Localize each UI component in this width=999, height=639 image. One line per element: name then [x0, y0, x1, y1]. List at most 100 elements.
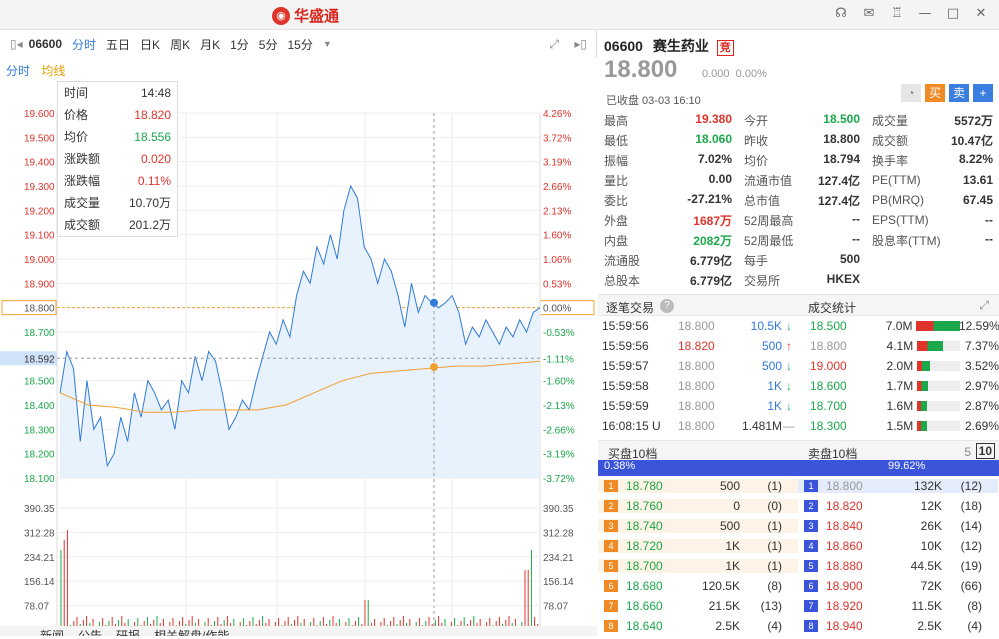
- period-tab[interactable]: 15分: [287, 37, 313, 52]
- quote-cell: 成交额 10.47亿: [866, 132, 999, 149]
- pct-tick: 0.53%: [543, 279, 571, 290]
- bid-level[interactable]: 8 18.640 2.5K (4): [598, 619, 798, 633]
- ask-level[interactable]: 3 18.840 26K (14): [798, 519, 998, 533]
- ask-level[interactable]: 6 18.900 72K (66): [798, 579, 998, 593]
- quote-cell: 成交量 5572万: [866, 112, 999, 129]
- ask-level[interactable]: 8 18.940 2.5K (4): [798, 619, 998, 633]
- help-icon[interactable]: ?: [660, 299, 674, 313]
- period-tab[interactable]: 日K: [140, 37, 161, 52]
- period-tab[interactable]: 5分: [258, 37, 278, 52]
- depth-10-button[interactable]: 10: [975, 443, 995, 459]
- trade-volume: 1K: [767, 399, 782, 413]
- quote-row: 委比 -27.21% 总市值 127.4亿 PB(MRQ) 67.45: [598, 190, 999, 210]
- bid-level[interactable]: 4 18.720 1K (1): [598, 539, 798, 553]
- bottom-tab[interactable]: 研报: [116, 629, 141, 636]
- book-row: 1 18.780 500 (1) 1 18.800 132K (12): [598, 476, 999, 496]
- quote-row: 内盘 2082万 52周最低 -- 股息率(TTM) --: [598, 230, 999, 250]
- buy-button[interactable]: 买: [925, 84, 945, 102]
- stat-bar: [917, 401, 961, 411]
- expand-right-icon[interactable]: ▸▯: [574, 37, 587, 51]
- pct-tick: -3.19%: [543, 450, 575, 461]
- trade-volume: 1K: [767, 379, 782, 393]
- bid-level-index: 2: [604, 500, 618, 512]
- period-tab[interactable]: 周K: [170, 37, 191, 52]
- period-tab[interactable]: 1分: [230, 37, 249, 52]
- period-tab[interactable]: 月K: [200, 37, 221, 52]
- quote-cell: 内盘 2082万: [598, 232, 738, 249]
- ask-orders: (8): [967, 599, 982, 613]
- quote-value: 8.22%: [958, 151, 993, 166]
- expand-icon[interactable]: ⤢: [979, 298, 989, 312]
- chart-svg[interactable]: 19.600 19.500 19.400 19.300 19.200 19.100 19.0…: [0, 58, 597, 639]
- price-tick: 18.200: [24, 450, 55, 461]
- sell-button[interactable]: 卖: [949, 84, 969, 102]
- ask-level[interactable]: 2 18.820 12K (18): [798, 499, 998, 513]
- quote-cell: 最高 19.380: [598, 112, 738, 129]
- bid-level[interactable]: 6 18.680 120.5K (8): [598, 579, 798, 593]
- mode-tab-timeshare[interactable]: 分时: [6, 64, 31, 78]
- ask-orders: (19): [960, 559, 982, 573]
- trade-time: 15:59:57: [602, 359, 649, 373]
- vol-tick: 78.07: [24, 602, 49, 613]
- quote-cell: 流通股 6.779亿: [598, 252, 738, 269]
- stats-title: 成交统计: [808, 301, 857, 315]
- pct-tick: 3.19%: [543, 158, 571, 169]
- headset-icon[interactable]: ☊: [835, 6, 847, 21]
- ask-level-index: 6: [804, 580, 818, 592]
- stat-price: 18.700: [810, 399, 847, 413]
- stat-volume: 2.0M: [886, 359, 914, 373]
- collapse-icon[interactable]: ▯◂: [10, 37, 23, 51]
- minimize-icon[interactable]: —: [918, 6, 932, 21]
- shirt-icon[interactable]: ♖: [891, 6, 903, 21]
- chevron-down-icon[interactable]: ▼: [322, 39, 332, 49]
- bottom-tab[interactable]: 相关解盘/作能: [154, 629, 230, 636]
- fullscreen-icon[interactable]: ⤢: [549, 36, 559, 51]
- depth-5-button[interactable]: 5: [964, 445, 971, 459]
- quote-label: EPS(TTM): [872, 213, 929, 227]
- stat-volume: 1.5M: [886, 419, 914, 433]
- ask-volume: 132K: [913, 479, 942, 493]
- bottom-tab[interactable]: 公告: [78, 629, 103, 636]
- quote-value: HKEX: [826, 271, 860, 286]
- stat-bar-fill: [916, 321, 961, 331]
- alert-icon[interactable]: ◔: [901, 84, 921, 102]
- trade-time: 15:59:56: [602, 339, 649, 353]
- ask-level[interactable]: 4 18.860 10K (12): [798, 539, 998, 553]
- stat-bar: [917, 341, 961, 351]
- trade-volume: 500: [761, 339, 782, 353]
- maximize-icon[interactable]: □: [946, 6, 960, 21]
- bottom-tab[interactable]: 新闻: [40, 629, 65, 636]
- stock-header: 06600 赛生药业 竞: [604, 36, 734, 56]
- ask-level[interactable]: 1 18.800 132K (12): [798, 479, 998, 493]
- bid-price: 18.660: [626, 599, 663, 613]
- mail-icon[interactable]: ✉: [863, 6, 875, 21]
- bid-level[interactable]: 3 18.740 500 (1): [598, 519, 798, 533]
- bid-level[interactable]: 7 18.660 21.5K (13): [598, 599, 798, 613]
- add-watchlist-icon[interactable]: +: [973, 84, 993, 102]
- intraday-chart[interactable]: 19.600 19.500 19.400 19.300 19.200 19.100 19.0…: [0, 58, 597, 639]
- period-tab[interactable]: 五日: [106, 37, 131, 52]
- quote-cell: 52周最低 --: [738, 232, 866, 249]
- bid-level[interactable]: 5 18.700 1K (1): [598, 559, 798, 573]
- stat-pct: 7.37%: [964, 339, 999, 353]
- vol-tick-right: 234.21: [543, 553, 574, 564]
- quote-row: 量比 0.00 流通市值 127.4亿 PE(TTM) 13.61: [598, 170, 999, 190]
- stat-row: 18.600 1.7M 2.97%: [806, 376, 999, 396]
- quote-value: 2082万: [693, 233, 732, 248]
- ask-level[interactable]: 7 18.920 11.5K (8): [798, 599, 998, 613]
- bid-level[interactable]: 1 18.780 500 (1): [598, 479, 798, 493]
- title-bar: ◉ 华盛通 ☊ ✉ ♖ — □ ✕: [0, 0, 999, 30]
- bid-level[interactable]: 2 18.760 0 (0): [598, 499, 798, 513]
- bid-level-index: 4: [604, 540, 618, 552]
- stat-price: 18.500: [810, 319, 847, 333]
- period-tab[interactable]: 分时: [72, 37, 97, 52]
- quote-label: 振幅: [604, 153, 629, 168]
- close-icon[interactable]: ✕: [975, 6, 987, 21]
- quote-cell: PE(TTM) 13.61: [866, 173, 999, 187]
- stat-row: 19.000 2.0M 3.52%: [806, 356, 999, 376]
- pct-tick: 2.66%: [543, 182, 571, 193]
- quote-label: 换手率: [872, 153, 909, 168]
- trade-time: 15:59:58: [602, 379, 649, 393]
- ask-level[interactable]: 5 18.880 44.5K (19): [798, 559, 998, 573]
- mode-tab-avg[interactable]: 均线: [41, 64, 66, 78]
